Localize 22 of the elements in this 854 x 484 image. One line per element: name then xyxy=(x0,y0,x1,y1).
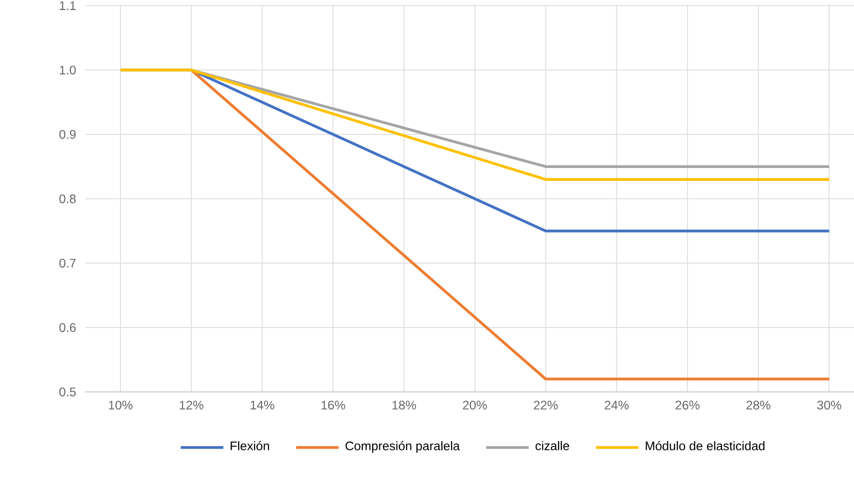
x-tick-label: 12% xyxy=(180,400,204,410)
x-tick-label: 26% xyxy=(676,400,700,410)
legend-label: Flexión xyxy=(230,440,270,450)
y-tick-label: 0.5 xyxy=(59,387,76,396)
x-tick-label: 24% xyxy=(604,400,629,410)
x-tick-label: 28% xyxy=(746,400,770,410)
y-tick-label: 0.8 xyxy=(59,194,76,204)
y-tick-label: 0.6 xyxy=(59,323,76,332)
x-tick-label: 14% xyxy=(250,400,274,410)
x-tick-label: 30% xyxy=(817,400,842,410)
y-tick-label: 0.7 xyxy=(59,258,76,268)
y-tick-label: 1.0 xyxy=(60,66,76,74)
y-tick-label: 0.9 xyxy=(59,130,76,139)
y-tick-label: 1.1 xyxy=(60,1,76,10)
legend-label: cizalle xyxy=(536,441,570,450)
x-tick-label: 22% xyxy=(534,400,558,410)
legend-label: Módulo de elasticidad xyxy=(646,440,764,450)
x-tick-label: 10% xyxy=(108,400,132,410)
x-tick-label: 18% xyxy=(392,400,416,410)
legend-label: Compresión paralela xyxy=(346,440,460,453)
x-tick-label: 16% xyxy=(322,400,346,410)
x-tick-label: 20% xyxy=(463,400,487,410)
